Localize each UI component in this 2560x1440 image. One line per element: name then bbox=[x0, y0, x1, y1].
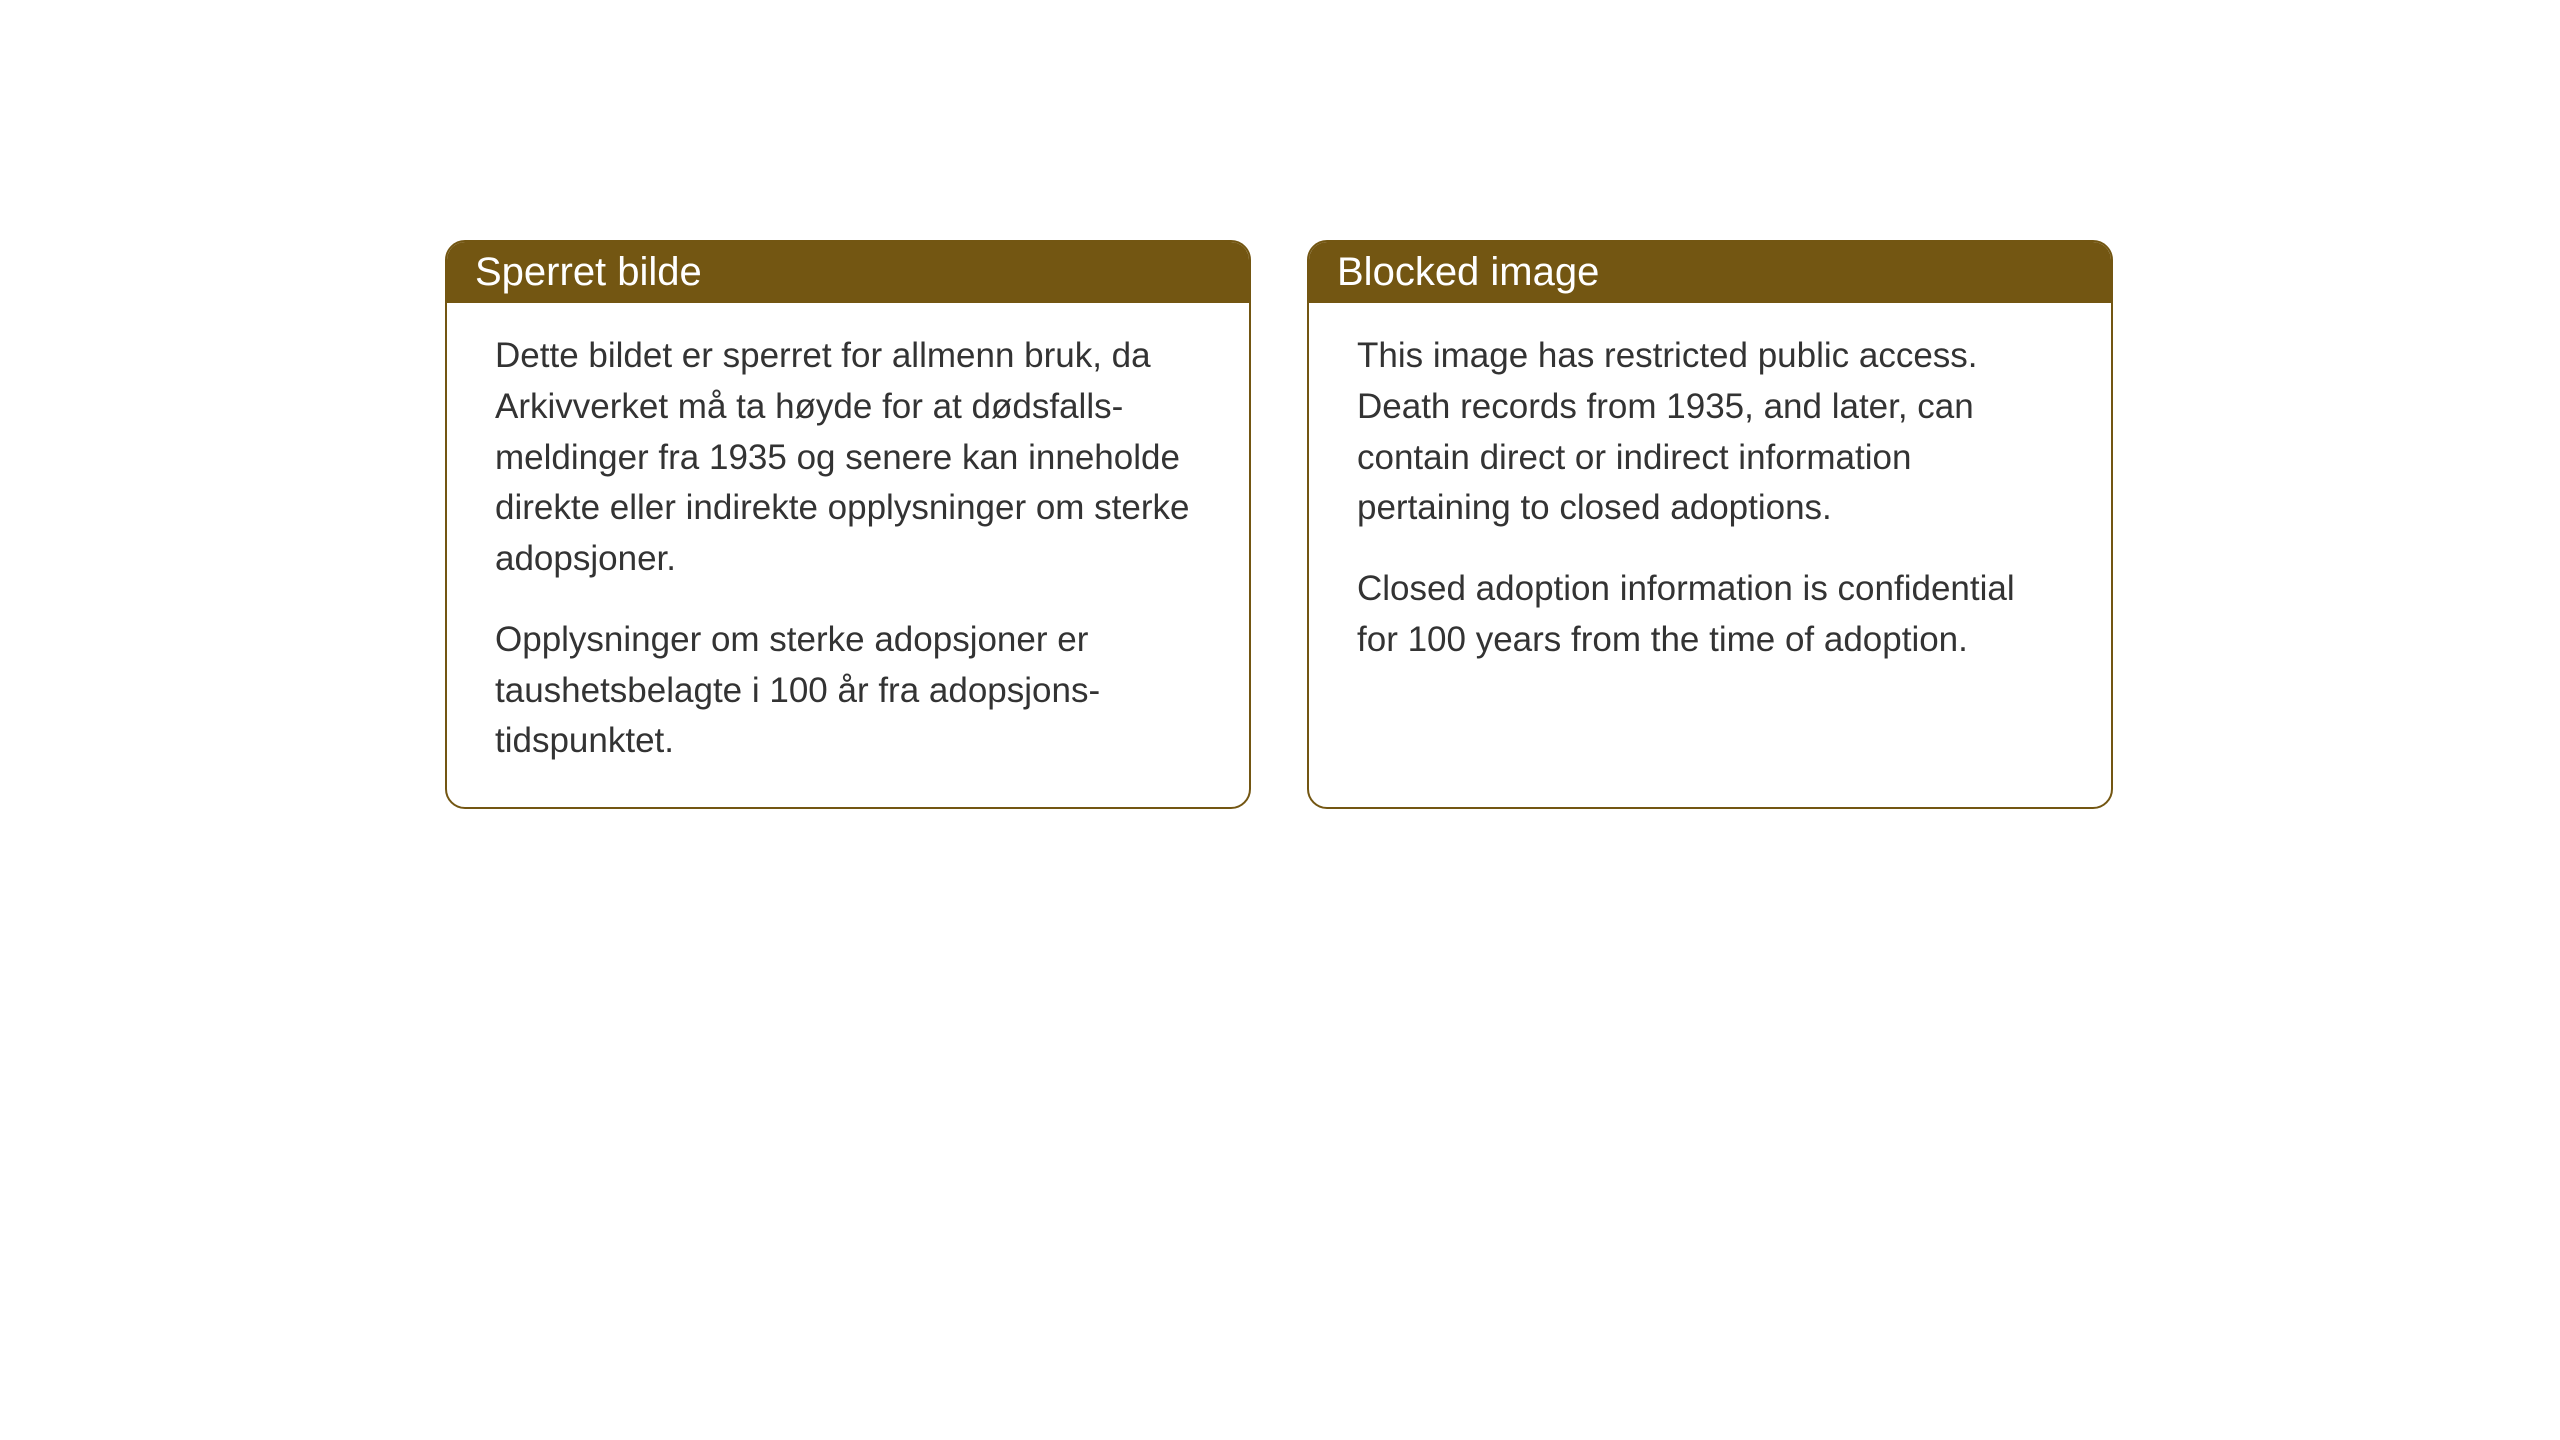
notice-card-english: Blocked image This image has restricted … bbox=[1307, 240, 2113, 809]
notice-body-english: This image has restricted public access.… bbox=[1309, 303, 2111, 706]
notice-container: Sperret bilde Dette bildet er sperret fo… bbox=[445, 240, 2113, 809]
notice-body-norwegian: Dette bildet er sperret for allmenn bruk… bbox=[447, 303, 1249, 807]
notice-header-norwegian: Sperret bilde bbox=[447, 242, 1249, 303]
notice-card-norwegian: Sperret bilde Dette bildet er sperret fo… bbox=[445, 240, 1251, 809]
notice-header-english: Blocked image bbox=[1309, 242, 2111, 303]
notice-paragraph-1-norwegian: Dette bildet er sperret for allmenn bruk… bbox=[495, 331, 1201, 585]
notice-paragraph-2-norwegian: Opplysninger om sterke adopsjoner er tau… bbox=[495, 615, 1201, 767]
notice-paragraph-2-english: Closed adoption information is confident… bbox=[1357, 564, 2063, 666]
notice-paragraph-1-english: This image has restricted public access.… bbox=[1357, 331, 2063, 534]
notice-title-english: Blocked image bbox=[1337, 250, 1599, 294]
notice-title-norwegian: Sperret bilde bbox=[475, 250, 702, 294]
